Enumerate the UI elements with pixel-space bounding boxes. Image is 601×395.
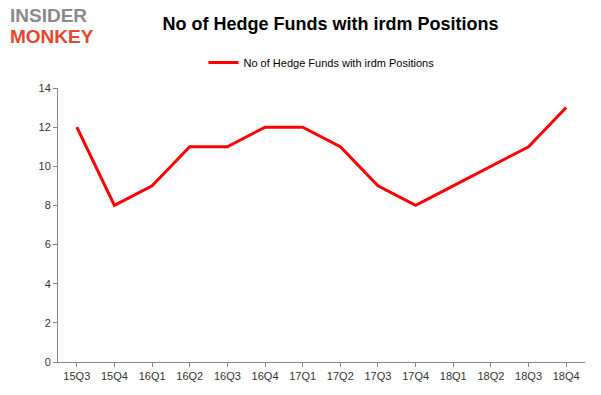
svg-text:16Q2: 16Q2 — [176, 370, 203, 382]
svg-text:INSIDER: INSIDER — [10, 5, 87, 26]
svg-text:10: 10 — [39, 160, 51, 172]
svg-text:12: 12 — [39, 121, 51, 133]
svg-text:15Q3: 15Q3 — [63, 370, 90, 382]
svg-text:17Q1: 17Q1 — [289, 370, 316, 382]
svg-text:16Q1: 16Q1 — [139, 370, 166, 382]
svg-text:15Q4: 15Q4 — [101, 370, 128, 382]
svg-text:No of Hedge Funds with irdm Po: No of Hedge Funds with irdm Positions — [244, 57, 435, 69]
svg-text:17Q2: 17Q2 — [327, 370, 354, 382]
svg-text:18Q4: 18Q4 — [553, 370, 580, 382]
svg-text:16Q4: 16Q4 — [252, 370, 279, 382]
svg-text:18Q3: 18Q3 — [515, 370, 542, 382]
svg-text:18Q1: 18Q1 — [440, 370, 467, 382]
svg-text:0: 0 — [45, 356, 51, 368]
svg-text:6: 6 — [45, 238, 51, 250]
svg-text:8: 8 — [45, 199, 51, 211]
svg-text:4: 4 — [45, 278, 51, 290]
svg-text:16Q3: 16Q3 — [214, 370, 241, 382]
svg-text:17Q4: 17Q4 — [402, 370, 429, 382]
svg-text:18Q2: 18Q2 — [477, 370, 504, 382]
svg-text:14: 14 — [39, 82, 51, 94]
svg-text:2: 2 — [45, 317, 51, 329]
svg-text:MONKEY: MONKEY — [10, 26, 94, 47]
svg-text:No of Hedge Funds with irdm Po: No of Hedge Funds with irdm Positions — [163, 14, 499, 34]
svg-text:17Q3: 17Q3 — [364, 370, 391, 382]
